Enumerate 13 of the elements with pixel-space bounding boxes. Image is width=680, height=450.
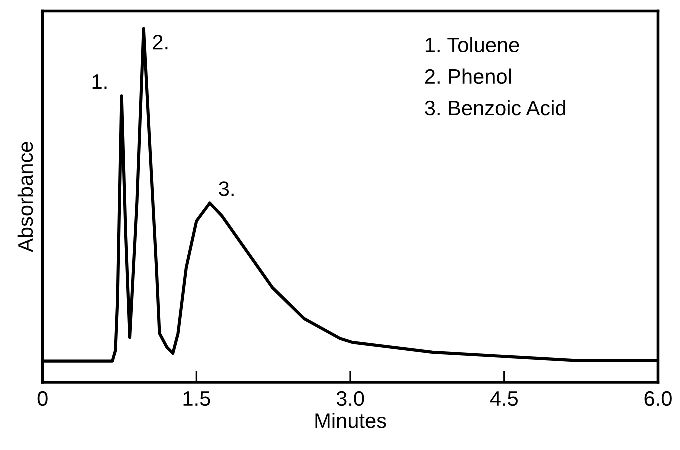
x-tick-label: 1.5 xyxy=(184,392,210,406)
x-tick-label: 0 xyxy=(38,391,48,406)
annotation: 2. xyxy=(153,35,168,50)
x-tick-label: 3.0 xyxy=(336,391,364,406)
annotation: 1. Toluene xyxy=(426,37,520,53)
x-axis-title: Minutes xyxy=(316,413,386,428)
annotation: 3. Benzoic Acid xyxy=(425,100,566,116)
x-tick-label: 4.5 xyxy=(490,392,518,406)
x-tick-label: 6.0 xyxy=(644,391,672,406)
annotation: 1. xyxy=(92,74,107,90)
annotation: 2. Phenol xyxy=(425,68,512,84)
y-axis-title: Absorbance xyxy=(18,142,34,252)
annotation: 3. xyxy=(219,182,234,196)
